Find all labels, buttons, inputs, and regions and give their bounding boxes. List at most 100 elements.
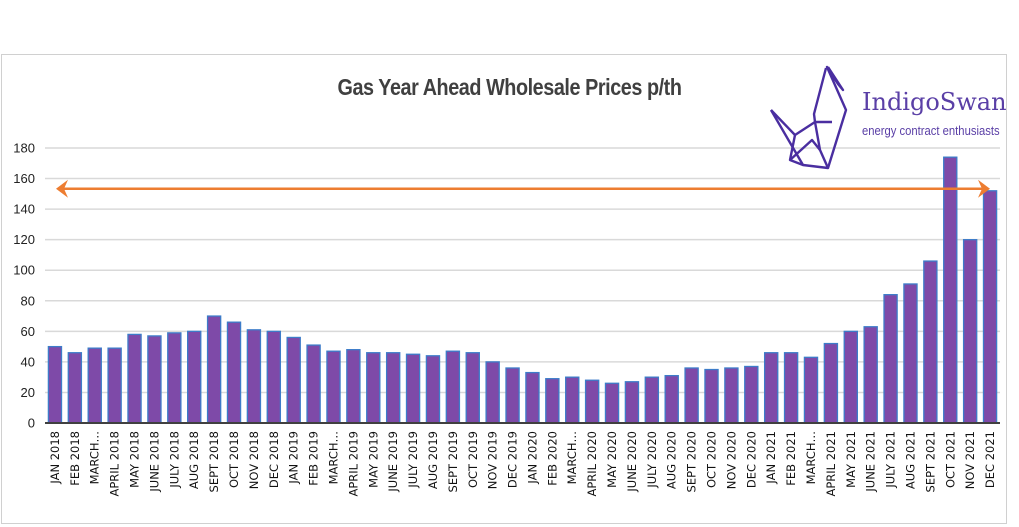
bar-45 [943,156,958,424]
x-tick-label: MARCH… [326,431,340,484]
bar-36 [763,352,779,424]
x-tick-label: FEB 2020 [545,431,559,486]
x-tick-label: MARCH… [88,431,102,484]
x-tick-label: MAY 2019 [366,431,380,488]
x-tick-label: JAN 2021 [764,431,778,485]
bar-26 [565,376,580,424]
x-tick-label: DEC 2018 [267,431,281,488]
x-tick-label: JUNE 2018 [147,431,161,493]
x-tick-label: DEC 2019 [506,431,520,488]
x-tick-label: JUNE 2021 [864,431,878,493]
bar-19 [425,355,441,424]
bar-44 [923,260,938,424]
bar-42 [883,294,898,424]
x-tick-label: JUNE 2020 [625,431,639,493]
bar-18 [405,353,421,424]
x-tick-label: OCT 2020 [705,431,719,488]
x-axis-ticks: JAN 2018 FEB 2018 MARCH… APRIL 2018 MAY 2018… [48,431,997,497]
y-tick-label: 160 [13,171,35,186]
x-tick-label: APRIL 2020 [585,431,599,497]
y-tick-label: 0 [28,416,35,431]
bar-8 [206,315,222,424]
logo-tagline: energy contract enthusiasts [862,124,1000,138]
x-tick-label: FEB 2021 [784,431,798,486]
bar-4 [127,333,142,424]
bar-47 [982,190,998,424]
bar-25 [545,378,560,424]
bar-35 [744,365,759,424]
bar-9 [226,321,242,424]
x-tick-label: JULY 2020 [645,431,659,489]
bar-12 [286,336,301,424]
x-tick-label: JAN 2019 [287,431,301,485]
y-axis-ticks: 0 20 40 60 80 100 120 140 160 180 [13,141,35,431]
bar-7 [187,330,202,424]
bar-28 [604,382,620,424]
x-tick-label: SEPT 2020 [685,431,699,492]
bar-2 [87,347,102,424]
annotations [56,179,990,198]
y-tick-label: 100 [13,263,35,278]
y-tick-label: 20 [21,385,35,400]
x-tick-label: OCT 2019 [466,431,480,488]
x-tick-label: FEB 2018 [68,431,82,486]
x-tick-label: SEPT 2018 [207,431,221,492]
y-tick-label: 120 [13,232,35,247]
bar-5 [147,335,162,424]
y-tick-label: 80 [21,293,35,308]
chart-title: Gas Year Ahead Wholesale Prices p/th [337,74,682,100]
bar-32 [684,367,699,424]
bar-30 [644,376,660,424]
bar-40 [843,330,858,424]
y-tick-label: 40 [21,354,35,369]
bar-41 [863,326,878,424]
x-tick-label: DEC 2020 [744,431,758,488]
x-tick-label: NOV 2018 [247,431,261,489]
bar-46 [962,239,978,424]
y-tick-label: 140 [13,202,35,217]
x-tick-label: AUG 2019 [426,431,440,489]
x-tick-label: OCT 2021 [943,431,957,488]
arrow-head-left [56,179,68,198]
bar-14 [326,350,341,424]
bar-20 [445,350,461,424]
x-tick-label: AUG 2020 [665,431,679,489]
bar-33 [704,368,719,424]
x-tick-label: APRIL 2019 [346,431,360,497]
x-tick-label: AUG 2021 [903,431,917,489]
x-tick-label: APRIL 2021 [824,431,838,497]
x-tick-label: APRIL 2018 [108,431,122,497]
x-tick-label: DEC 2021 [983,431,997,488]
bar-16 [366,352,381,424]
gridlines [45,147,1000,394]
bar-38 [803,356,819,424]
bars [47,156,998,424]
bar-31 [664,374,679,424]
x-tick-label: JULY 2019 [406,431,420,489]
y-tick-label: 60 [21,324,35,339]
bar-1 [67,352,83,424]
bar-39 [823,342,839,424]
bar-34 [724,367,739,424]
x-tick-label: SEPT 2021 [923,431,937,492]
bar-3 [107,347,122,424]
x-tick-label: OCT 2018 [227,431,241,488]
bar-22 [485,361,500,424]
bar-10 [246,329,262,424]
x-tick-label: JULY 2018 [167,431,181,489]
x-tick-label: JAN 2020 [525,431,539,485]
bar-21 [465,352,480,424]
bar-37 [783,352,799,424]
bar-6 [167,332,182,424]
bar-15 [346,349,361,424]
bar-27 [584,379,600,424]
bar-43 [903,283,918,424]
bar-23 [505,367,520,424]
x-tick-label: NOV 2019 [486,431,500,489]
x-tick-label: SEPT 2019 [446,431,460,492]
x-tick-label: FEB 2019 [307,431,321,486]
x-tick-label: MARCH… [804,431,818,484]
x-tick-label: MAY 2021 [844,431,858,488]
x-tick-label: NOV 2021 [963,431,977,489]
